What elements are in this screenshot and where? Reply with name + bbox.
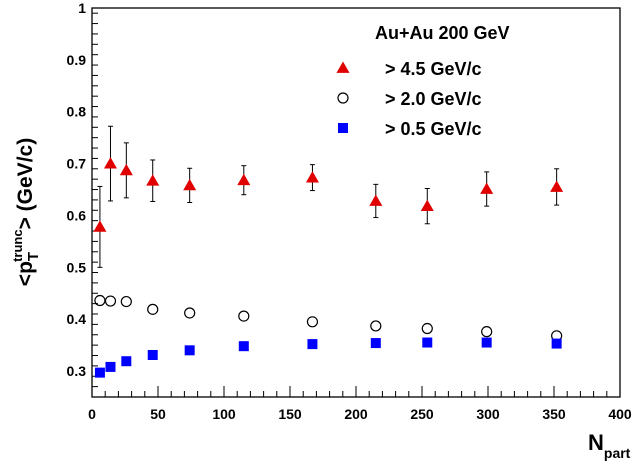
data-point: [183, 178, 197, 191]
data-point: [119, 163, 133, 176]
axis-ticks: 0 50 100 150 200 250 300 350 400 0.3 0.4 0.5 0.6 0.7 0…: [67, 0, 632, 422]
y-axis-title-tail: > (GeV/c): [14, 138, 37, 230]
legend: Au+Au 200 GeV > 4.5 GeV/c > 2.0 GeV/c > 0.5…: [336, 23, 510, 139]
y-axis-title-main: <p: [14, 261, 37, 286]
data-point: [370, 338, 381, 349]
plot-frame: [91, 7, 621, 398]
x-tick-label: 300: [476, 406, 500, 422]
y-tick-label: 1: [78, 0, 86, 16]
data-point: [551, 338, 562, 349]
data-point: [105, 361, 116, 372]
x-axis-title: Npart: [588, 430, 631, 461]
legend-label: > 2.0 GeV/c: [385, 89, 482, 109]
y-axis-title-subscript: T: [25, 252, 42, 261]
x-axis-title-main: N: [588, 430, 604, 455]
x-tick-label: 250: [410, 406, 434, 422]
y-tick-label: 0.3: [67, 363, 87, 379]
data-point: [422, 337, 433, 348]
legend-header: Au+Au 200 GeV: [375, 23, 510, 43]
y-axis-title: <pTtrunc> (GeV/c): [10, 138, 42, 286]
data-point: [550, 180, 564, 192]
series-2: [94, 294, 563, 342]
data-point: [184, 307, 196, 319]
data-point: [369, 194, 383, 206]
x-tick-label: 400: [608, 406, 632, 422]
data-point: [94, 294, 106, 307]
x-tick-label: 0: [88, 406, 96, 422]
x-tick-label: 200: [344, 406, 368, 422]
data-point: [146, 174, 160, 186]
legend-label: > 0.5 GeV/c: [385, 119, 482, 139]
y-tick-label: 0.5: [67, 259, 87, 275]
y-axis-title-superscript: trunc: [10, 229, 25, 262]
data-point: [306, 316, 319, 328]
data-point: [421, 322, 433, 335]
x-tick-label: 50: [150, 406, 166, 422]
data-point: [481, 337, 492, 348]
data-point: [480, 182, 494, 194]
data-point: [184, 345, 195, 356]
data-point: [93, 220, 107, 232]
data-point: [147, 303, 159, 315]
data-point: [305, 171, 319, 183]
legend-marker: [338, 123, 348, 133]
y-tick-label: 0.7: [67, 156, 87, 172]
data-point: [420, 199, 434, 212]
legend-marker: [336, 61, 350, 73]
series-1: [93, 125, 564, 268]
data-point: [104, 295, 117, 307]
data-point: [237, 173, 251, 186]
y-tick-label: 0.6: [67, 207, 87, 223]
data-point: [370, 320, 382, 332]
data-point: [121, 356, 132, 367]
series-3: [94, 337, 562, 378]
data-point: [120, 295, 132, 308]
y-tick-label: 0.9: [67, 52, 87, 68]
data-point: [238, 310, 250, 322]
data-point: [307, 339, 318, 350]
x-axis-title-subscript: part: [604, 445, 631, 461]
data-marks: [93, 125, 564, 378]
x-tick-label: 350: [542, 406, 566, 422]
x-tick-label: 150: [278, 406, 302, 422]
y-tick-label: 0.4: [67, 311, 87, 327]
data-point: [103, 157, 117, 169]
x-tick-label: 100: [212, 406, 236, 422]
legend-marker: [337, 92, 349, 104]
y-tick-label: 0.8: [67, 104, 87, 120]
data-point: [94, 367, 105, 378]
data-point: [481, 326, 493, 338]
legend-label: > 4.5 GeV/c: [385, 59, 482, 79]
data-point: [147, 349, 158, 360]
data-point: [238, 341, 249, 352]
